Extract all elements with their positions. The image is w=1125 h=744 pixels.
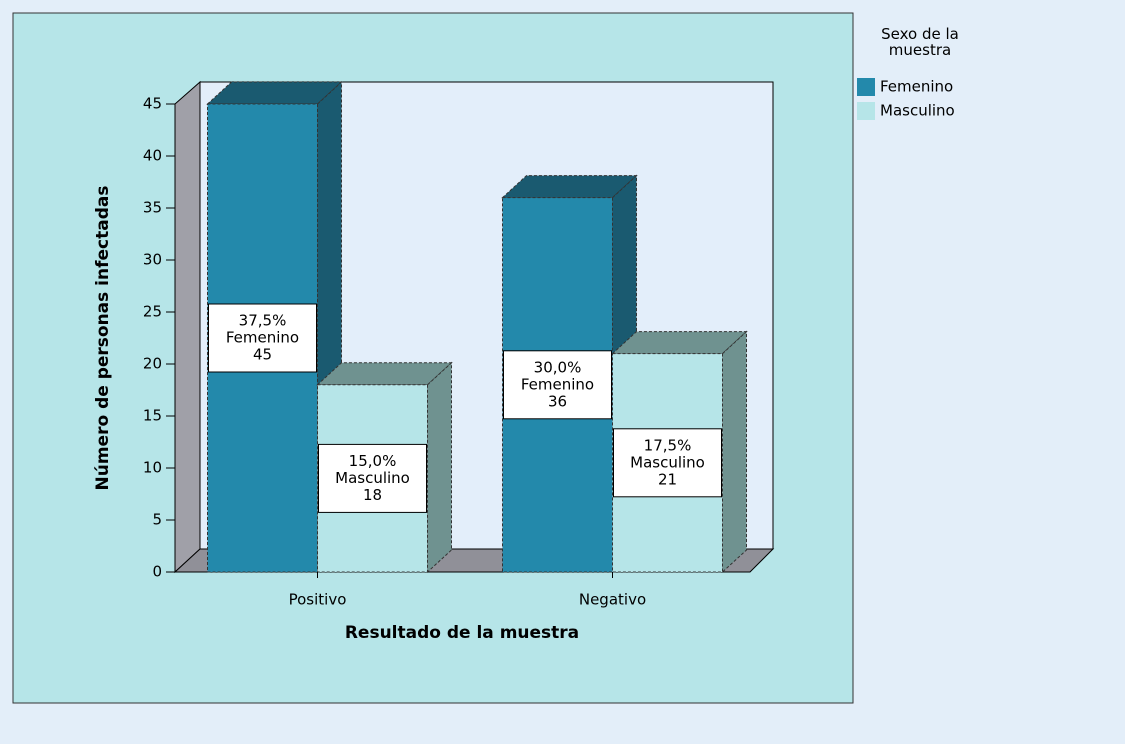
y-tick-label: 45 <box>143 95 162 113</box>
left-wall <box>174 80 201 574</box>
y-tick-label: 5 <box>152 511 162 529</box>
bar-side <box>427 361 452 574</box>
data-label-name: Femenino <box>521 375 594 393</box>
legend-label: Femenino <box>880 78 953 96</box>
legend-swatch <box>857 78 875 96</box>
data-label-value: 45 <box>253 346 272 364</box>
legend-title: Sexo de la muestra <box>881 25 959 59</box>
data-label-name: Masculino <box>630 453 705 471</box>
y-tick-label: 20 <box>143 355 162 373</box>
data-label-box <box>208 303 317 373</box>
x-axis-label: Resultado de la muestra <box>345 623 579 643</box>
legend-label: Masculino <box>880 102 955 120</box>
y-tick-label: 25 <box>143 303 162 321</box>
data-label-box <box>318 443 427 513</box>
y-axis-label: Número de personas infectadas <box>93 186 113 491</box>
data-label-percent: 15,0% <box>349 452 397 470</box>
y-tick-label: 35 <box>143 199 162 217</box>
y-tick-label: 40 <box>143 147 162 165</box>
data-label-name: Masculino <box>335 469 410 487</box>
data-label-value: 18 <box>363 486 382 504</box>
bar-side <box>722 330 747 574</box>
data-label-percent: 30,0% <box>534 358 582 376</box>
y-tick-label: 0 <box>152 563 162 581</box>
x-tick-label: Positivo <box>289 591 347 609</box>
y-tick-label: 10 <box>143 459 162 477</box>
data-label-percent: 37,5% <box>239 312 287 330</box>
legend-swatch <box>857 102 875 120</box>
data-label-percent: 17,5% <box>644 436 692 454</box>
data-label-box <box>503 350 612 420</box>
data-label-value: 21 <box>658 470 677 488</box>
data-label-name: Femenino <box>226 329 299 347</box>
data-label-value: 36 <box>548 392 567 410</box>
y-tick-label: 15 <box>143 407 162 425</box>
y-tick-label: 30 <box>143 251 162 269</box>
data-label-box <box>613 428 722 498</box>
x-tick-label: Negativo <box>579 591 646 609</box>
